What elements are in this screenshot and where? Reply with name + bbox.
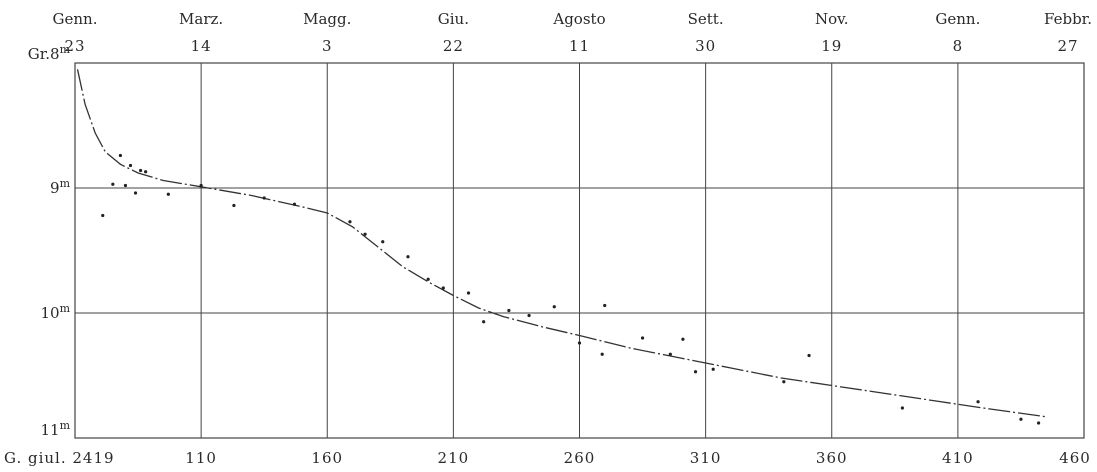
data-point (668, 352, 672, 356)
data-point (441, 286, 445, 290)
y-tick-label: Gr.8m (28, 43, 71, 63)
data-point (976, 400, 980, 404)
data-point (166, 192, 170, 196)
bottom-tick-label: 210 (438, 449, 470, 467)
data-point (782, 380, 786, 384)
data-point (101, 213, 105, 218)
data-point (348, 220, 352, 224)
top-month-label: Sett. (688, 10, 724, 28)
data-point (363, 232, 367, 236)
data-point (466, 291, 471, 295)
bottom-tick-label: 260 (564, 449, 596, 467)
top-month-label: Giu. (438, 10, 469, 28)
top-day-label: 19 (821, 37, 842, 55)
data-point (128, 163, 133, 168)
bottom-tick-label: 110 (185, 449, 217, 467)
bottom-tick-label: 310 (690, 449, 722, 467)
data-point (426, 277, 430, 281)
top-day-label: 23 (64, 37, 85, 55)
bottom-tick-label: 460 (1059, 449, 1091, 467)
data-point (406, 255, 410, 259)
data-point (681, 337, 685, 341)
data-point (711, 367, 715, 371)
bottom-tick-label: 410 (942, 449, 974, 467)
data-point (262, 196, 266, 200)
y-tick-label: 10m (40, 302, 70, 322)
data-point (807, 353, 811, 358)
y-tick-label: 11m (40, 419, 70, 439)
data-point (527, 313, 531, 318)
y-axis: Gr.8m 9m 10m 11m (28, 43, 71, 439)
y-tick-label: 9m (50, 177, 71, 197)
data-point (640, 336, 645, 340)
data-point (693, 370, 698, 374)
data-point (482, 320, 486, 324)
data-point (118, 153, 123, 158)
top-month-label: Febbr. (1044, 10, 1092, 28)
top-day-label: 14 (191, 37, 212, 55)
data-point (144, 170, 148, 174)
data-point (600, 352, 604, 356)
top-day-label: 11 (569, 37, 590, 55)
grid-layer (74, 62, 1085, 439)
top-month-label: Genn. (935, 10, 980, 28)
top-day-label: 22 (443, 37, 464, 55)
data-point (133, 191, 138, 195)
data-point (603, 303, 607, 308)
top-month-label: Agosto (552, 10, 605, 28)
bottom-tick-label: 360 (816, 449, 848, 467)
top-day-label: 8 (953, 37, 964, 55)
data-point (123, 183, 128, 188)
top-month-label: Marz. (179, 10, 223, 28)
data-point (292, 202, 297, 206)
data-point (1036, 421, 1041, 425)
data-point (507, 308, 511, 313)
bottom-tick-label: 160 (311, 449, 343, 467)
top-day-label: 3 (322, 37, 333, 55)
data-point (138, 168, 143, 173)
curve-layer (76, 69, 1047, 418)
bottom-axis: G. giul. 2419 110 160 210 260 310 360 410 460 (4, 449, 1091, 467)
top-month-label: Magg. (303, 10, 351, 28)
data-point (900, 406, 904, 410)
data-point (199, 183, 203, 188)
data-point (381, 240, 385, 244)
top-month-label: Nov. (815, 10, 849, 28)
top-day-label: 27 (1057, 37, 1078, 55)
data-point (552, 305, 556, 309)
data-point (111, 182, 115, 186)
top-axis: Genn. 23 Marz. 14 Magg. 3 Giu. 22 Agosto 11 Sett. 3… (53, 10, 1092, 55)
data-point (1019, 417, 1023, 421)
bottom-axis-prefix: G. giul. 2419 (4, 449, 115, 467)
data-point (577, 341, 582, 345)
points-layer (101, 153, 1041, 425)
data-point (232, 203, 236, 208)
top-month-label: Genn. (53, 10, 98, 28)
light-curve (76, 69, 1047, 418)
top-day-label: 30 (695, 37, 716, 55)
